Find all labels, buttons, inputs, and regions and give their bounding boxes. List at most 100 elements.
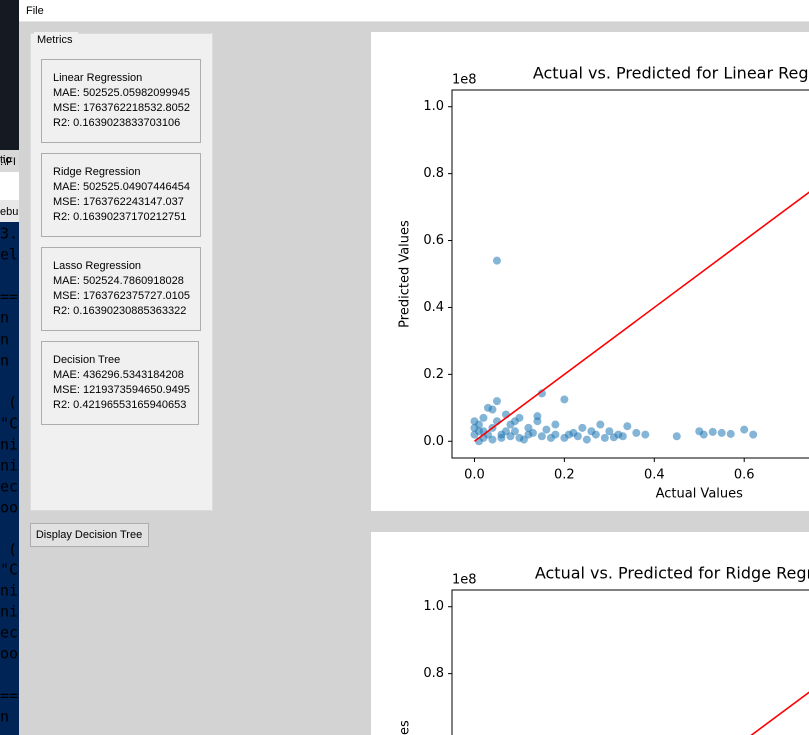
metric-line: MAE: 502525.05982099945 xyxy=(53,87,190,99)
group-label-bg xyxy=(34,32,78,46)
scatter-point xyxy=(591,430,600,439)
terminal-fragment: n xyxy=(0,352,9,370)
terminal-path-bar xyxy=(0,150,19,172)
y-tick-label: 0.4 xyxy=(423,300,444,315)
chart-title: Actual vs. Predicted for Ridge Regressio… xyxy=(535,564,809,583)
scatter-point xyxy=(537,389,546,398)
metric-line: MSE: 1763762375727.0105 xyxy=(53,290,190,302)
terminal-fragment: n xyxy=(0,309,9,327)
x-tick-label: 0.6 xyxy=(734,468,755,483)
y-tick-label: 1.0 xyxy=(423,599,444,614)
scatter-point xyxy=(560,395,569,404)
scatter-point xyxy=(672,432,681,441)
terminal-fragment: :\FI xyxy=(0,156,16,168)
scatter-point xyxy=(501,427,510,436)
scatter-point xyxy=(578,423,587,432)
metric-line: R2: 0.16390230885363322 xyxy=(53,305,186,317)
terminal-fragment: n xyxy=(0,331,9,349)
scatter-point xyxy=(542,425,551,434)
scatter-point xyxy=(623,422,632,431)
scatter-point xyxy=(470,423,479,432)
axes-frame xyxy=(451,89,809,459)
metric-line: R2: 0.16390237170212751 xyxy=(53,211,186,223)
scatter-point xyxy=(488,405,497,414)
terminal-fragment: ni xyxy=(0,582,18,600)
metric-line: MAE: 502524.7860918028 xyxy=(53,275,184,287)
terminal-fragment: oo xyxy=(0,645,18,663)
terminal-tab xyxy=(0,172,19,200)
offset-label: 1e8 xyxy=(452,73,477,88)
y-tick-label: 0.2 xyxy=(423,367,444,382)
terminal-fragment: tio xyxy=(0,154,12,166)
scatter-point xyxy=(510,417,519,426)
scatter-point xyxy=(596,420,605,429)
model-name: Decision Tree xyxy=(53,354,120,366)
scatter-point xyxy=(726,429,735,438)
metric-line: R2: 0.42196553165940653 xyxy=(53,399,186,411)
terminal-fragment: el xyxy=(0,246,18,264)
chart-title: Actual vs. Predicted for Linear Regressi… xyxy=(533,64,809,83)
x-tick-label: 0.0 xyxy=(464,468,485,483)
scatter-point xyxy=(479,413,488,422)
scatter-point xyxy=(600,433,609,442)
y-tick-label: 0.8 xyxy=(423,166,444,181)
scatter-point xyxy=(582,435,591,444)
y-tick-label: 0.6 xyxy=(423,233,444,248)
scatter-point xyxy=(641,430,650,439)
terminal-text: :\FItioebu3.el==nnn("Cniniecoo("Cninieco… xyxy=(0,154,18,726)
scatter-point xyxy=(749,430,758,439)
scatter-point xyxy=(708,427,717,436)
scatter-point xyxy=(492,397,501,406)
plot: Actual vs. Predicted for Ridge Regressio… xyxy=(398,564,809,735)
terminal-fragment: n xyxy=(0,708,9,726)
x-axis-label: Actual Values xyxy=(656,487,744,502)
scatter-point xyxy=(605,427,614,436)
scatter-point xyxy=(497,433,506,442)
scatter-point xyxy=(717,428,726,437)
metric-line: MAE: 502525.04907446454 xyxy=(53,181,190,193)
metric-box xyxy=(41,341,199,425)
model-name: Lasso Regression xyxy=(53,260,141,272)
terminal-toolbar xyxy=(0,200,19,222)
terminal-fragment: "C xyxy=(0,561,18,579)
menu-bar xyxy=(19,0,809,21)
terminal-fragment: ( xyxy=(8,394,17,412)
y-tick-label: 0.8 xyxy=(423,666,444,681)
scatter-point xyxy=(492,256,501,265)
terminal-fragment: 3. xyxy=(0,225,18,243)
y-tick-label: 0.0 xyxy=(423,434,444,449)
plot: Actual vs. Predicted for Linear Regressi… xyxy=(398,64,809,502)
figure xyxy=(371,532,809,735)
terminal-fragment: ( xyxy=(8,541,17,559)
y-tick-label: 1.0 xyxy=(423,99,444,114)
terminal-wallpaper xyxy=(0,0,19,150)
button-label[interactable]: Display Decision Tree xyxy=(36,529,142,541)
x-tick-label: 0.2 xyxy=(554,468,575,483)
terminal-fragment: ni xyxy=(0,436,18,454)
axes-frame xyxy=(451,589,809,735)
y-axis-label: Predicted Values xyxy=(398,220,413,328)
model-name: Linear Regression xyxy=(53,72,142,84)
scatter-point xyxy=(528,428,537,437)
scatter-point xyxy=(699,430,708,439)
group-title: Metrics xyxy=(37,34,73,46)
scatter-point xyxy=(618,432,627,441)
metric-line: R2: 0.1639023833703106 xyxy=(53,117,180,129)
terminal-fragment: ec xyxy=(0,624,18,642)
scatter-point xyxy=(740,425,749,434)
scatter-point xyxy=(519,435,528,444)
scatter-point xyxy=(564,430,573,439)
offset-label: 1e8 xyxy=(452,573,477,588)
button[interactable] xyxy=(30,523,149,547)
y-axis-label: Predicted Values xyxy=(398,720,413,735)
menu-item[interactable]: File xyxy=(26,5,44,17)
scatter-point xyxy=(546,433,555,442)
terminal-fragment: == xyxy=(0,687,18,705)
scatter-point xyxy=(551,420,560,429)
scatter-point xyxy=(537,432,546,441)
ideal-line xyxy=(473,191,809,442)
terminal-fragment: ni xyxy=(0,457,18,475)
terminal-fragment: ebu xyxy=(0,206,18,218)
terminal-fragment: ec xyxy=(0,478,18,496)
